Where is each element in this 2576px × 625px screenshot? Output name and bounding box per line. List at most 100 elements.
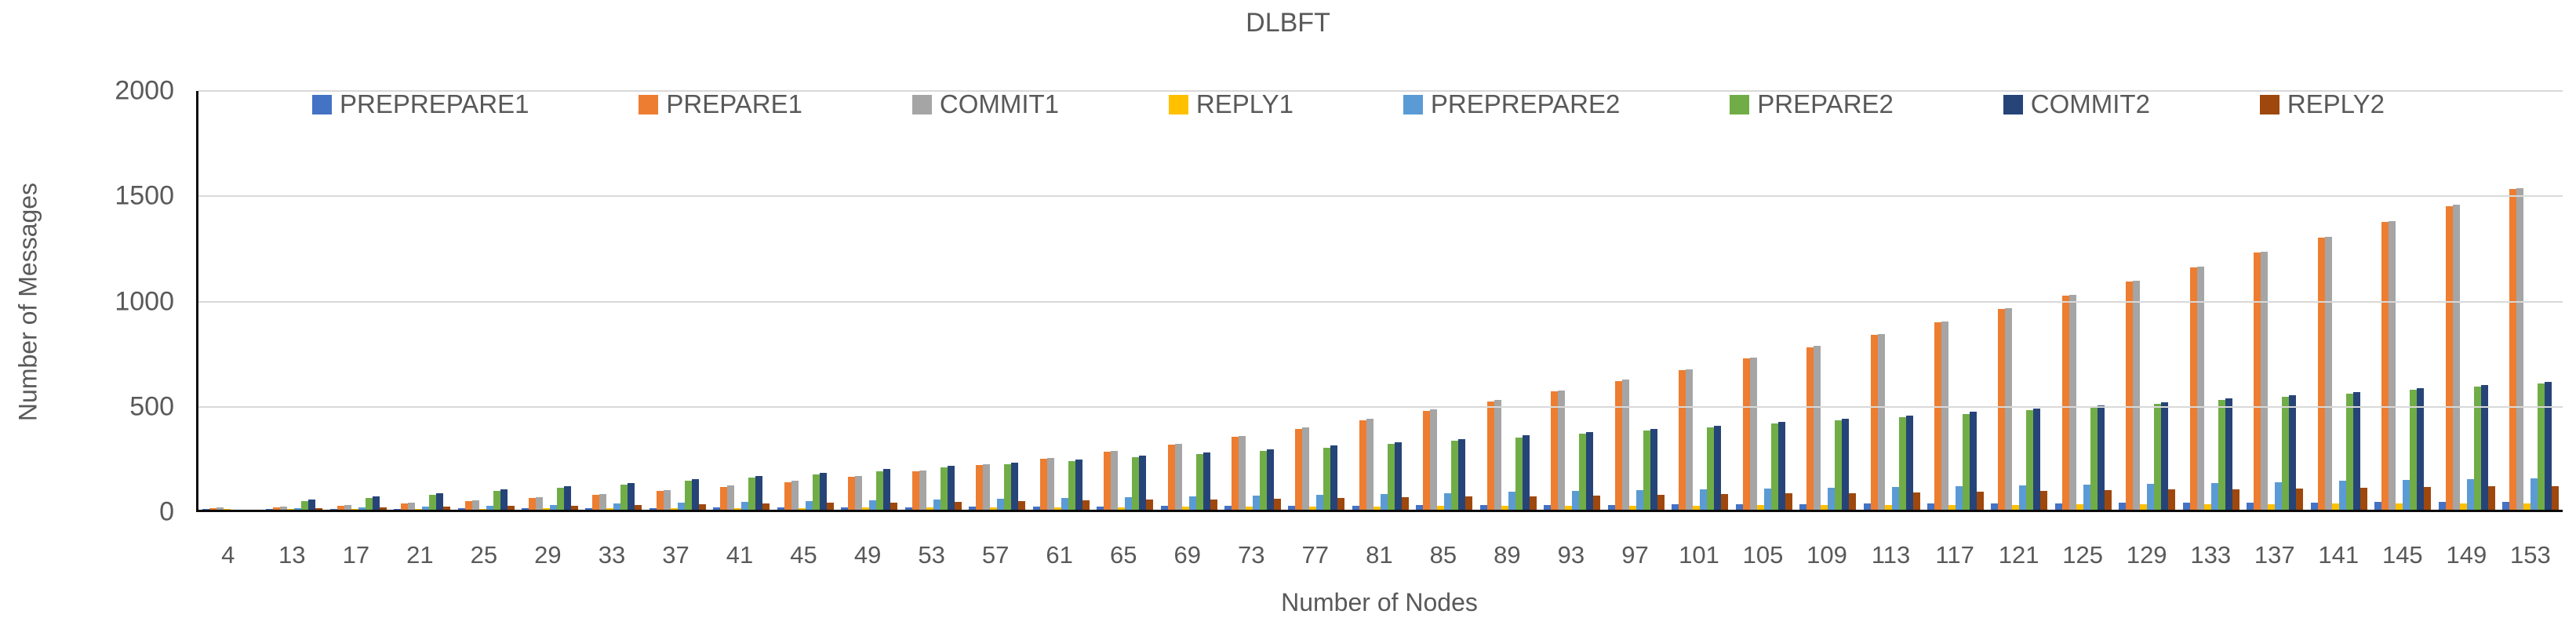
bar-PREPREPARE1-73 bbox=[1224, 506, 1232, 510]
legend-swatch-icon bbox=[1730, 94, 1750, 114]
bar-PREPREPARE2-65 bbox=[1125, 497, 1133, 510]
bar-COMMIT1-81 bbox=[1366, 419, 1374, 510]
bar-group-73 bbox=[1224, 91, 1281, 510]
bar-group-109 bbox=[1799, 91, 1857, 510]
bar-PREPARE1-57 bbox=[976, 465, 984, 510]
bar-COMMIT2-17 bbox=[372, 496, 380, 510]
bar-PREPARE2-21 bbox=[429, 495, 437, 510]
x-tick-label-33: 33 bbox=[598, 541, 626, 569]
bar-REPLY1-89 bbox=[1501, 506, 1508, 510]
x-tick-label-133: 133 bbox=[2190, 541, 2232, 569]
bar-PREPARE1-105 bbox=[1742, 358, 1750, 510]
legend-item-PREPARE1: PREPARE1 bbox=[639, 89, 802, 119]
bar-PREPARE2-145 bbox=[2410, 390, 2418, 510]
bar-COMMIT1-61 bbox=[1046, 458, 1054, 510]
bar-PREPREPARE2-137 bbox=[2275, 482, 2283, 510]
bar-PREPARE2-97 bbox=[1643, 431, 1650, 510]
bar-PREPARE2-29 bbox=[556, 488, 564, 510]
bar-REPLY1-25 bbox=[478, 509, 486, 510]
bar-REPLY2-109 bbox=[1849, 493, 1857, 510]
x-tick-label-125: 125 bbox=[2062, 541, 2104, 569]
bar-REPLY2-41 bbox=[762, 503, 770, 510]
bar-COMMIT1-137 bbox=[2261, 252, 2269, 510]
legend-swatch-icon bbox=[1403, 94, 1423, 114]
bar-PREPREPARE2-153 bbox=[2531, 478, 2538, 510]
bar-group-41 bbox=[713, 91, 770, 510]
bar-PREPREPARE1-53 bbox=[904, 507, 912, 510]
bar-REPLY1-21 bbox=[415, 509, 423, 510]
bar-COMMIT2-21 bbox=[436, 493, 444, 510]
bar-COMMIT2-37 bbox=[691, 479, 699, 510]
bar-COMMIT2-125 bbox=[2097, 405, 2105, 510]
x-tick-label-29: 29 bbox=[534, 541, 562, 569]
bar-PREPARE1-121 bbox=[1998, 309, 2006, 510]
bars-container bbox=[198, 91, 2563, 510]
bar-PREPREPARE1-153 bbox=[2502, 502, 2510, 510]
bar-group-21 bbox=[394, 91, 451, 510]
bar-PREPARE1-65 bbox=[1104, 452, 1112, 510]
legend-item-COMMIT2: COMMIT2 bbox=[2003, 89, 2150, 119]
legend-label: REPLY1 bbox=[1195, 89, 1294, 118]
bar-PREPREPARE1-137 bbox=[2247, 503, 2254, 510]
bar-PREPREPARE2-149 bbox=[2466, 479, 2474, 510]
bar-PREPARE2-109 bbox=[1835, 420, 1843, 510]
bar-PREPARE1-97 bbox=[1614, 381, 1622, 510]
bar-group-149 bbox=[2438, 91, 2495, 510]
bar-COMMIT1-4 bbox=[216, 507, 224, 510]
bar-PREPREPARE1-21 bbox=[394, 509, 402, 510]
bar-PREPREPARE1-41 bbox=[713, 507, 721, 510]
bar-group-97 bbox=[1607, 91, 1665, 510]
bar-COMMIT2-141 bbox=[2352, 392, 2360, 510]
bar-PREPARE1-21 bbox=[401, 503, 409, 510]
bar-PREPREPARE1-49 bbox=[841, 507, 849, 510]
bar-REPLY1-33 bbox=[606, 508, 614, 510]
bar-group-49 bbox=[841, 91, 898, 510]
bar-PREPREPARE2-97 bbox=[1635, 490, 1643, 510]
bar-PREPREPARE2-133 bbox=[2210, 483, 2218, 510]
x-tick-label-129: 129 bbox=[2126, 541, 2167, 569]
bar-PREPREPARE1-109 bbox=[1799, 504, 1807, 510]
bar-group-141 bbox=[2310, 91, 2367, 510]
bar-REPLY1-57 bbox=[990, 507, 998, 510]
x-tick-label-153: 153 bbox=[2510, 541, 2551, 569]
y-axis-title: Number of Messages bbox=[13, 182, 42, 422]
bar-group-37 bbox=[649, 91, 706, 510]
bar-REPLY2-45 bbox=[826, 503, 834, 510]
bar-group-45 bbox=[777, 91, 834, 510]
bar-REPLY1-69 bbox=[1181, 507, 1189, 510]
bar-REPLY1-117 bbox=[1948, 505, 1956, 510]
bar-REPLY1-29 bbox=[542, 508, 550, 510]
bar-PREPARE1-141 bbox=[2317, 238, 2325, 510]
bar-PREPREPARE1-33 bbox=[585, 508, 593, 510]
x-tick-label-4: 4 bbox=[221, 541, 235, 569]
bar-COMMIT2-129 bbox=[2161, 402, 2169, 510]
legend-swatch-icon bbox=[911, 94, 932, 114]
bar-COMMIT2-149 bbox=[2480, 385, 2488, 510]
bar-group-89 bbox=[1479, 91, 1537, 510]
x-tick-label-105: 105 bbox=[1742, 541, 1784, 569]
bar-group-129 bbox=[2119, 91, 2176, 510]
bar-PREPARE1-41 bbox=[720, 487, 728, 510]
bar-COMMIT1-53 bbox=[919, 471, 926, 510]
bar-REPLY2-49 bbox=[890, 503, 898, 510]
bar-PREPREPARE1-61 bbox=[1032, 507, 1040, 510]
bar-PREPARE1-49 bbox=[848, 477, 856, 510]
bar-PREPARE1-73 bbox=[1231, 437, 1239, 510]
legend-label: COMMIT1 bbox=[939, 89, 1060, 118]
bar-PREPARE2-45 bbox=[812, 474, 820, 510]
bar-PREPREPARE2-145 bbox=[2403, 480, 2410, 510]
bar-REPLY2-149 bbox=[2487, 486, 2495, 510]
bar-REPLY1-129 bbox=[2140, 504, 2148, 510]
bar-PREPARE2-53 bbox=[940, 467, 948, 510]
legend-label: REPLY2 bbox=[2287, 89, 2385, 118]
bar-COMMIT2-29 bbox=[563, 486, 571, 510]
bar-PREPARE2-77 bbox=[1323, 448, 1331, 510]
bar-PREPARE1-29 bbox=[528, 498, 536, 510]
bar-REPLY1-45 bbox=[798, 508, 806, 510]
bar-COMMIT1-117 bbox=[1941, 322, 1948, 510]
gridline-500 bbox=[198, 405, 2563, 408]
bar-PREPARE1-101 bbox=[1679, 370, 1686, 510]
bar-group-93 bbox=[1544, 91, 1601, 510]
bar-group-29 bbox=[521, 91, 578, 510]
x-tick-label-117: 117 bbox=[1935, 541, 1974, 569]
